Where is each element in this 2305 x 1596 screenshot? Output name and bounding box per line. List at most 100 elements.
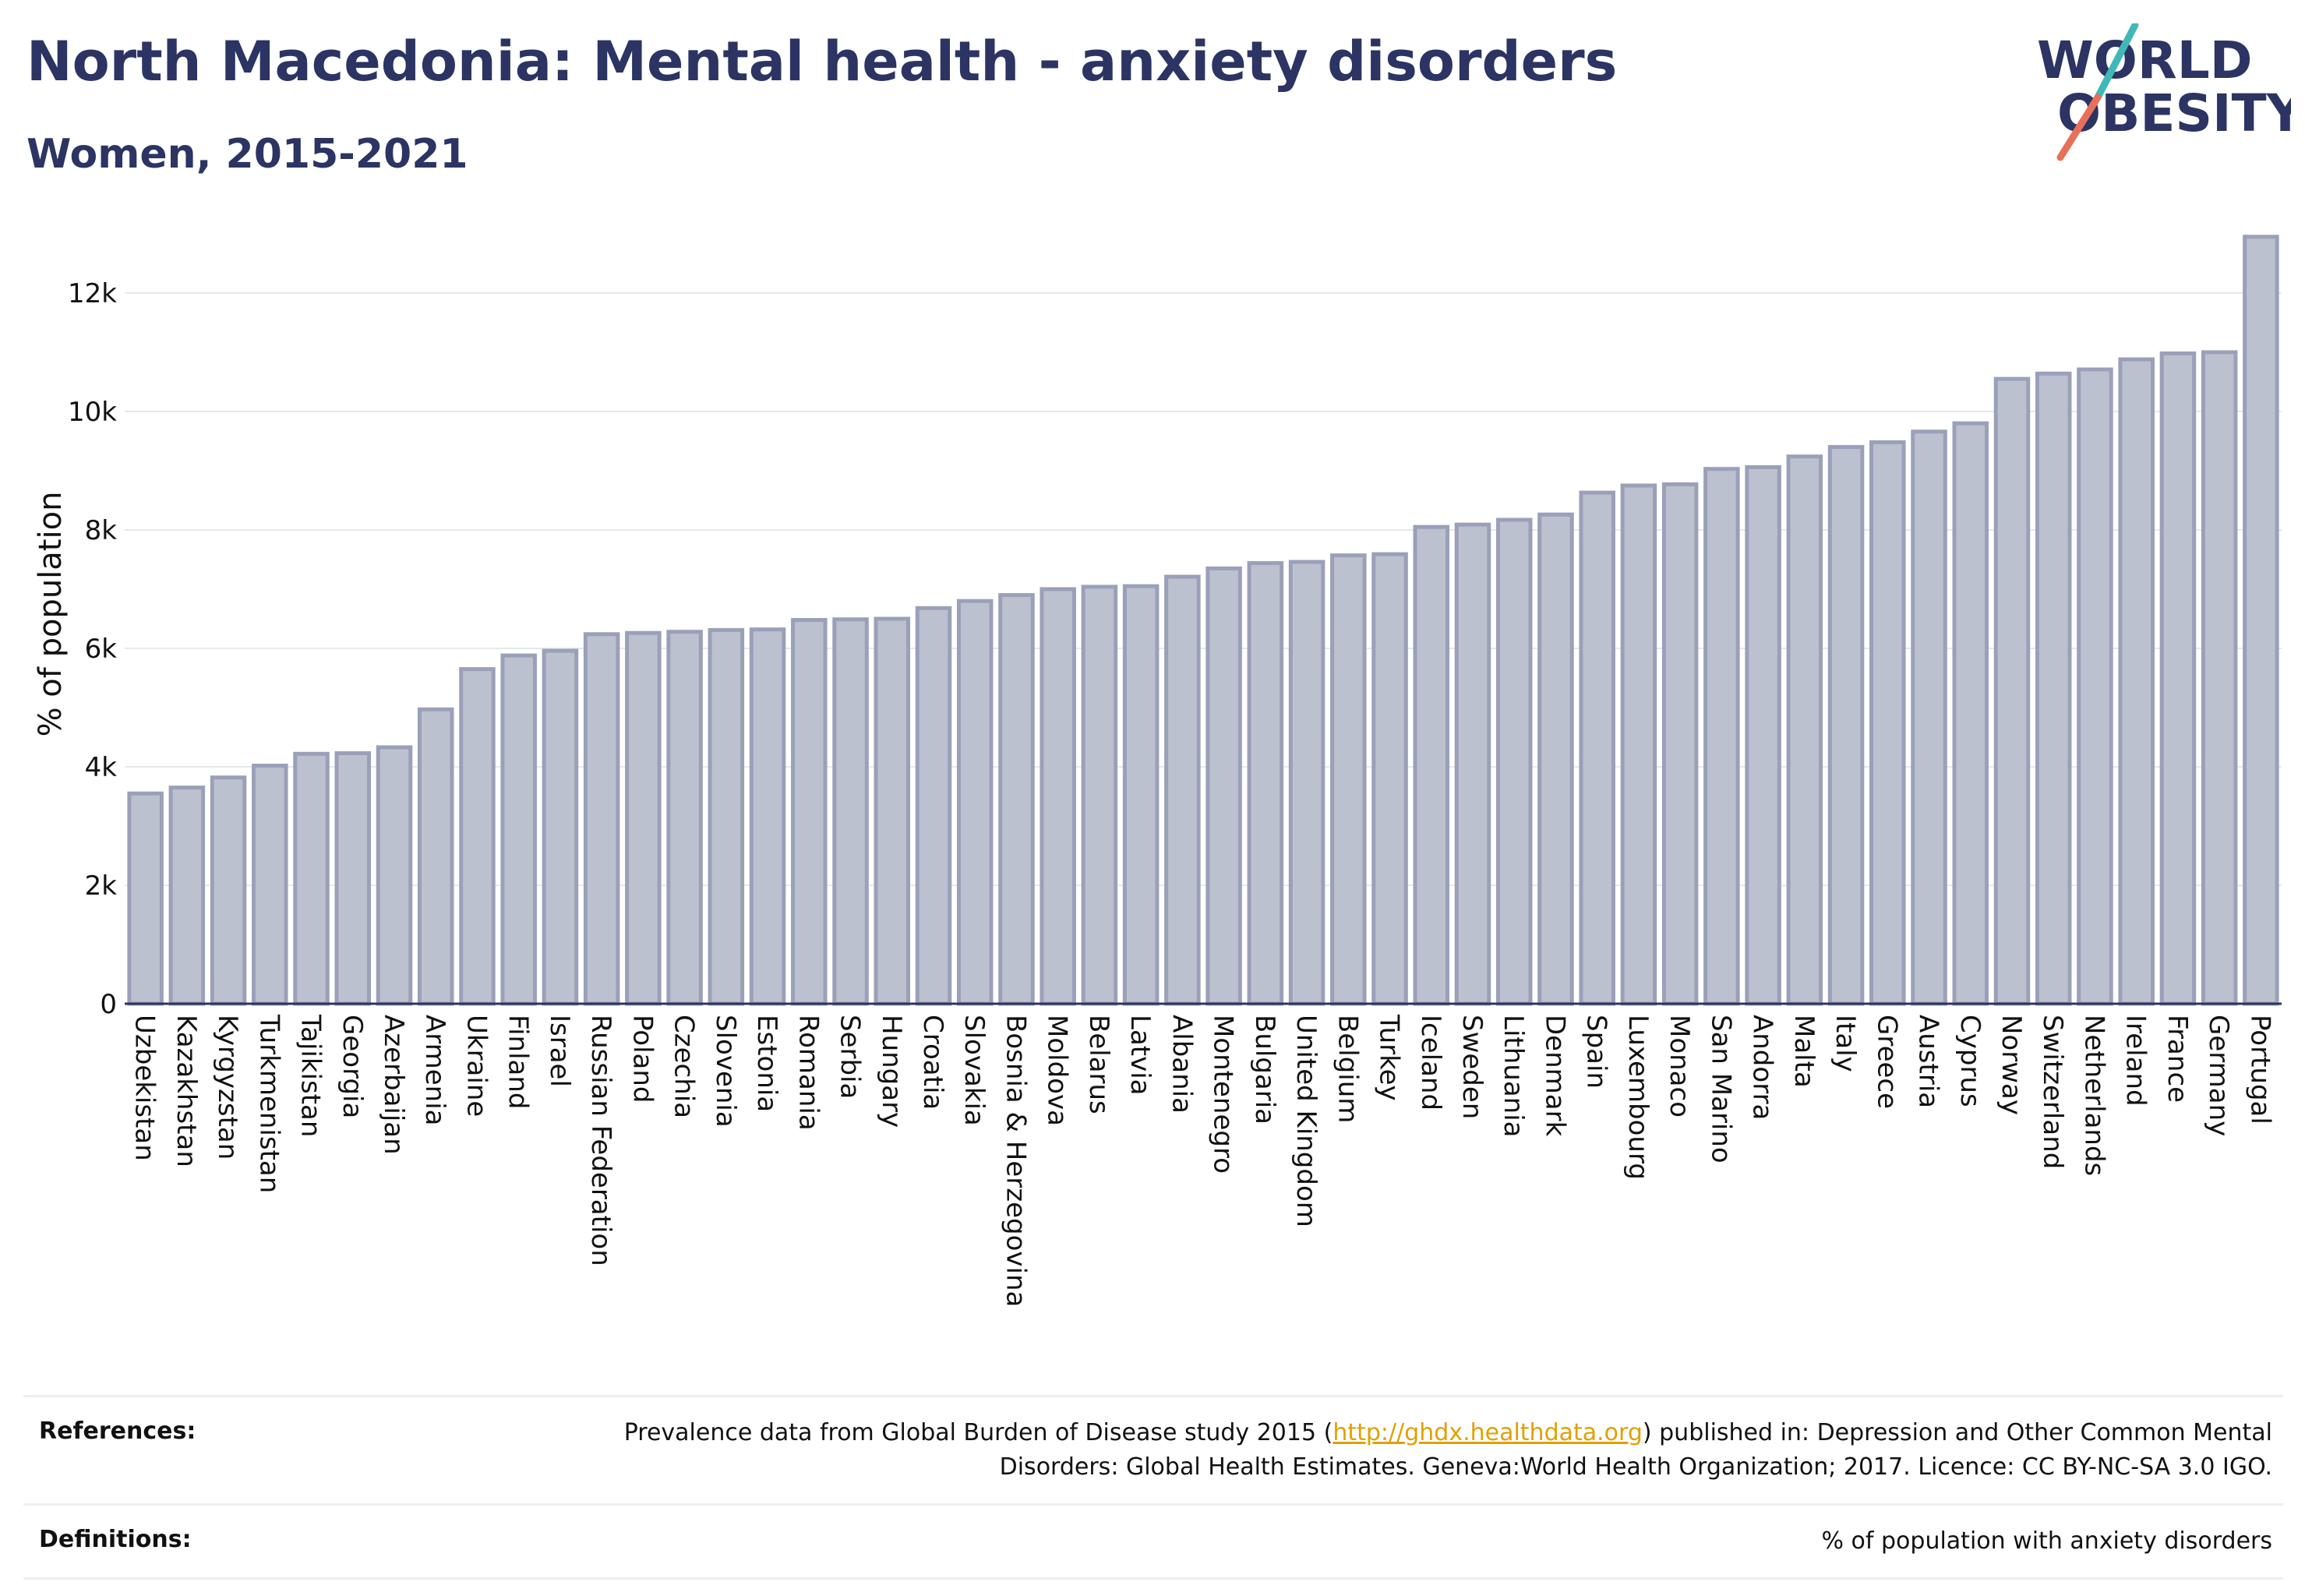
x-tick-label: Switzerland: [2037, 1015, 2068, 1169]
bars: [127, 235, 2279, 1006]
x-tick-label: Croatia: [917, 1015, 948, 1110]
bar-italy: [1827, 445, 1865, 1006]
footer: References: Prevalence data from Global …: [23, 1395, 2283, 1580]
x-tick-label: Azerbaijan: [378, 1015, 409, 1155]
x-tick-label: Austria: [1913, 1015, 1944, 1108]
bar-russian-federation: [583, 632, 620, 1006]
y-tick-label: 10k: [68, 397, 117, 428]
bar-switzerland: [2035, 371, 2072, 1006]
x-tick-label: Finland: [503, 1015, 534, 1110]
bar-kyrgyzstan: [210, 775, 247, 1006]
x-tick-label: Hungary: [876, 1015, 907, 1128]
bar-albania: [1164, 574, 1201, 1006]
bar-finland: [500, 653, 537, 1006]
x-tick-label: Belgium: [1332, 1015, 1363, 1123]
bar-azerbaijan: [376, 745, 413, 1006]
world-obesity-logo: WORLD OBESITY: [2037, 23, 2291, 161]
x-tick-label: Armenia: [419, 1015, 450, 1126]
logo-text-world: WORLD: [2037, 30, 2253, 90]
bar-ireland: [2118, 357, 2155, 1006]
bar-portugal: [2243, 235, 2279, 1006]
x-tick-label: Russian Federation: [585, 1015, 616, 1266]
x-tick-label: Uzbekistan: [129, 1015, 161, 1161]
x-tick-label: Georgia: [337, 1015, 368, 1118]
y-tick-label: 6k: [85, 634, 118, 665]
bar-iceland: [1413, 524, 1450, 1006]
x-tick-label: Estonia: [751, 1015, 782, 1112]
bar-moldova: [1040, 587, 1076, 1006]
x-tick-label: Portugal: [2244, 1015, 2275, 1125]
x-axis-labels: Uzbekistan Kazakhstan Kyrgyzstan Turkmenist…: [129, 1014, 2276, 1307]
bar-spain: [1579, 490, 1615, 1006]
x-tick-label: Belarus: [1083, 1015, 1114, 1114]
bar-sweden: [1454, 522, 1491, 1006]
x-tick-label: Sweden: [1456, 1015, 1488, 1119]
y-tick-label: 8k: [85, 515, 118, 546]
bar-chart: 0 2k 4k 6k 8k 10k 12k Uzbekistan Kazakhstan Kyrg…: [33, 235, 2282, 1307]
bar-belgium: [1330, 553, 1367, 1006]
y-axis-ticks: 0 2k 4k 6k 8k 10k 12k: [68, 278, 117, 1020]
bar-malta: [1786, 454, 1823, 1006]
definitions-row: Definitions: % of population with anxiet…: [23, 1503, 2283, 1580]
references-text-after: ) published in: Depression and Other Com…: [999, 1419, 2272, 1481]
x-tick-label: Ukraine: [461, 1015, 492, 1117]
y-tick-label: 4k: [85, 752, 118, 783]
bar-monaco: [1661, 482, 1699, 1006]
x-tick-label: Poland: [627, 1015, 658, 1103]
x-tick-label: Tajikistan: [295, 1014, 327, 1137]
x-tick-label: Greece: [1871, 1015, 1902, 1109]
bar-croatia: [915, 606, 952, 1006]
bar-slovenia: [708, 627, 745, 1006]
y-tick-label: 12k: [68, 278, 117, 309]
x-tick-label: Andorra: [1747, 1015, 1778, 1120]
x-tick-label: France: [2162, 1015, 2193, 1103]
bar-cyprus: [1952, 421, 1989, 1006]
bar-denmark: [1537, 512, 1574, 1006]
x-tick-label: Germany: [2203, 1015, 2234, 1136]
x-tick-label: United Kingdom: [1290, 1015, 1322, 1227]
bar-austria: [1911, 429, 1947, 1006]
bar-bulgaria: [1247, 561, 1284, 1006]
x-tick-label: Italy: [1830, 1015, 1861, 1072]
bar-bosnia-herzegovina: [998, 593, 1035, 1006]
x-tick-label: Bosnia & Herzegovina: [1000, 1015, 1031, 1307]
x-tick-label: Romania: [792, 1015, 824, 1131]
bar-turkmenistan: [252, 763, 288, 1006]
bar-united-kingdom: [1288, 560, 1325, 1006]
references-text: Prevalence data from Global Burden of Di…: [547, 1397, 2283, 1503]
bar-kazakhstan: [168, 786, 206, 1006]
bar-belarus: [1081, 584, 1118, 1006]
bar-armenia: [417, 707, 454, 1006]
x-tick-label: Israel: [544, 1015, 575, 1087]
x-tick-label: Netherlands: [2078, 1015, 2109, 1176]
definitions-label: Definitions:: [39, 1526, 192, 1553]
bar-luxembourg: [1620, 483, 1657, 1006]
references-link[interactable]: http://ghdx.healthdata.org: [1333, 1419, 1643, 1446]
bar-uzbekistan: [127, 791, 164, 1006]
x-tick-label: Turkey: [1374, 1014, 1405, 1101]
x-tick-label: Latvia: [1124, 1015, 1156, 1096]
x-tick-label: Slovakia: [958, 1015, 990, 1126]
x-tick-label: Albania: [1166, 1015, 1197, 1114]
bar-lithuania: [1495, 517, 1533, 1006]
bar-turkey: [1371, 552, 1408, 1006]
bar-israel: [542, 648, 579, 1006]
y-tick-label: 0: [100, 989, 117, 1020]
bar-slovakia: [956, 598, 994, 1006]
y-axis-label: % of population: [33, 492, 69, 737]
x-tick-label: Czechia: [669, 1015, 700, 1118]
bar-andorra: [1745, 464, 1781, 1006]
bar-norway: [1993, 376, 2031, 1006]
x-tick-label: Lithuania: [1498, 1015, 1529, 1137]
x-tick-label: Denmark: [1539, 1015, 1570, 1137]
x-tick-label: Bulgaria: [1249, 1015, 1280, 1125]
x-tick-label: Malta: [1788, 1015, 1820, 1088]
chart-title: North Macedonia: Mental health - anxiety…: [26, 30, 1618, 94]
bar-serbia: [832, 617, 869, 1006]
x-tick-label: Iceland: [1415, 1015, 1446, 1110]
bar-san-marino: [1703, 467, 1740, 1006]
logo-slash-teal: [2094, 23, 2139, 101]
bar-france: [2159, 351, 2197, 1006]
bar-hungary: [874, 616, 911, 1006]
x-tick-label: San Marino: [1705, 1015, 1736, 1163]
